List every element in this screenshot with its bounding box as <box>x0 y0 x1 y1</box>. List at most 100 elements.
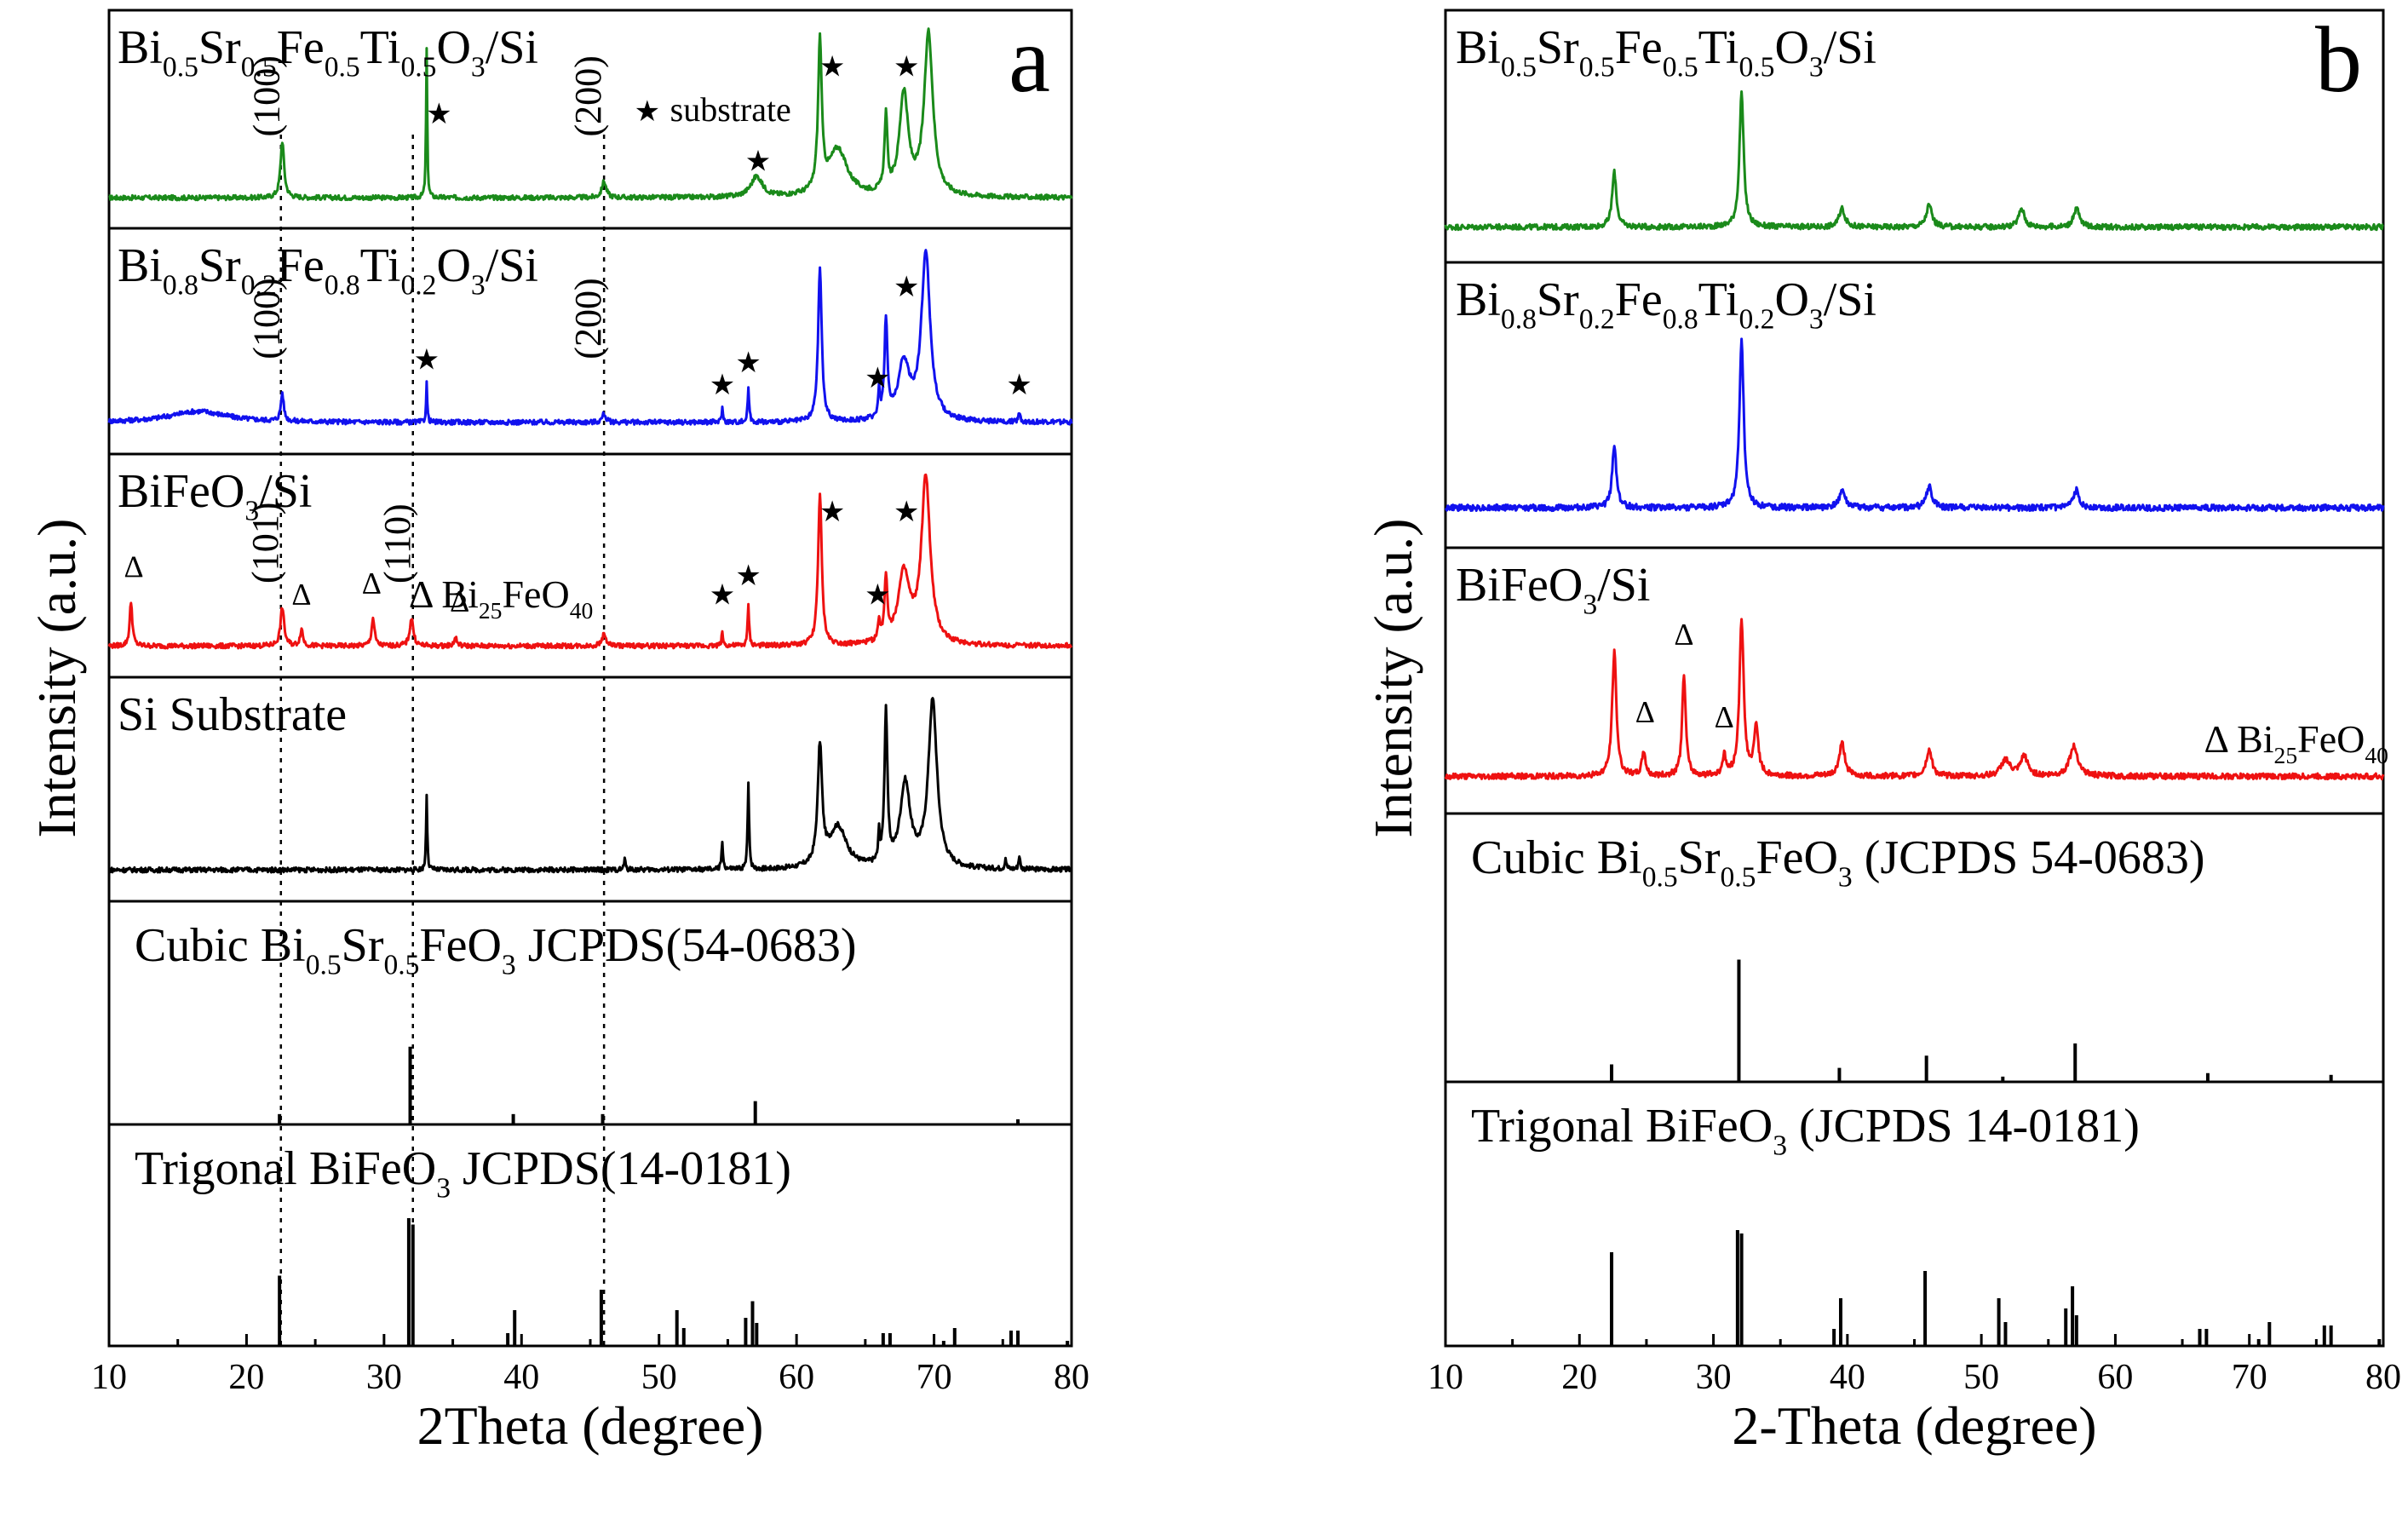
x-tick-label: 60 <box>779 1358 814 1397</box>
reference-label-part: Cubic Bi <box>135 919 306 972</box>
series-label-part: 0.8 <box>1663 304 1698 336</box>
series-label-part: Sr <box>198 21 241 74</box>
series-label: Bi0.5Sr0.5Fe0.5Ti0.5O3/Si <box>1456 21 1876 83</box>
series-label-part: O <box>436 239 470 292</box>
x-tick-label: 40 <box>1830 1358 1865 1397</box>
series-label-part: 0.5 <box>163 52 198 83</box>
x-tick-label: 30 <box>366 1358 402 1397</box>
series-label: BiFeO3/Si <box>118 465 312 527</box>
series-label-part: 0.2 <box>241 270 277 302</box>
impurity-legend-part: Δ Bi <box>409 572 479 616</box>
series-label: BiFeO3/Si <box>1456 559 1650 621</box>
series-label-part: 0.2 <box>1738 304 1774 336</box>
substrate-star-marker: ★ <box>710 580 735 612</box>
series-label-part: /Si <box>1597 559 1650 612</box>
series-label-part: Ti <box>360 21 401 74</box>
reference-label-part: Cubic Bi <box>1471 831 1642 884</box>
y-axis-label: Intensity (a.u.) <box>26 519 87 838</box>
reference-label-part: 0.5 <box>1642 862 1678 894</box>
series-label-part: Ti <box>360 239 401 292</box>
reference-label-part: 3 <box>502 950 516 981</box>
substrate-star-marker: ★ <box>710 370 735 401</box>
star-legend-text: substrate <box>670 90 791 129</box>
impurity-legend-part: 25 <box>479 597 503 624</box>
panel-b: 10 20 30 40 50 60 70 80 2-Theta (degree) Intensit… <box>1363 8 2401 1456</box>
substrate-star-marker: ★ <box>894 272 919 303</box>
panel-a: 10 20 30 40 50 60 70 80 2Theta (degree) Intensity… <box>26 8 1089 1456</box>
series-label-part: Fe <box>277 21 325 74</box>
reference-label-part: 3 <box>1838 862 1853 894</box>
reference-label-part: JCPDS(14-0181) <box>451 1142 791 1195</box>
series-label-part: 0.5 <box>1579 52 1615 83</box>
panel-label: a <box>1009 8 1050 112</box>
series-label-part: /Si <box>1824 273 1876 326</box>
x-tick-label: 80 <box>2365 1358 2401 1397</box>
reference-label: Cubic Bi0.5Sr0.5FeO3 (JCPDS 54-0683) <box>1471 831 2205 894</box>
impurity-triangle-marker: Δ <box>362 566 382 601</box>
series-label-part: 3 <box>471 270 486 302</box>
series-label-part: BiFeO <box>118 465 244 518</box>
reference-label: Trigonal BiFeO3 JCPDS(14-0181) <box>135 1142 791 1205</box>
series-label-part: Bi <box>118 21 163 74</box>
miller-index-label: (101) <box>244 503 286 584</box>
reference-label-part: Sr <box>342 919 384 972</box>
x-tick-label: 70 <box>2232 1358 2267 1397</box>
substrate-star-marker: ★ <box>865 580 890 612</box>
miller-index-label: (100) <box>245 55 287 136</box>
substrate-star-marker: ★ <box>426 99 451 130</box>
miller-index-label: (110) <box>376 503 418 584</box>
series-label-part: 3 <box>244 496 259 527</box>
series-label-part: 0.5 <box>1663 52 1698 83</box>
substrate-star-marker: ★ <box>1006 370 1032 401</box>
miller-index-label: (200) <box>567 278 609 359</box>
panel-label: b <box>2315 8 2362 112</box>
impurity-triangle-marker: Δ <box>1715 699 1734 733</box>
reference-label-part: 3 <box>1773 1130 1787 1162</box>
x-tick-label: 10 <box>91 1358 127 1397</box>
substrate-star-marker: ★ <box>745 146 771 177</box>
series-label-part: 0.5 <box>241 52 277 83</box>
y-axis-label: Intensity (a.u.) <box>1363 519 1423 838</box>
reference-label-part: Trigonal BiFeO <box>135 1142 436 1195</box>
series-label-part: Bi <box>1456 21 1501 74</box>
impurity-legend-part: FeO <box>2297 717 2365 761</box>
reference-label-part: JCPDS(54-0683) <box>516 919 857 972</box>
miller-index-label: (100) <box>245 278 287 359</box>
diffraction-trace <box>107 473 1073 650</box>
x-tick-label: 50 <box>1963 1358 1999 1397</box>
x-tick-label: 70 <box>917 1358 952 1397</box>
impurity-legend-part: 25 <box>2274 742 2298 768</box>
series-label: Bi0.5Sr0.5Fe0.5Ti0.5O3/Si <box>118 21 538 83</box>
reference-label-part: FeO <box>419 919 501 972</box>
series-label-part: 0.2 <box>1579 304 1615 336</box>
impurity-legend: Δ Bi25FeO40 <box>2204 717 2388 768</box>
diffraction-trace <box>107 249 1073 426</box>
series-label-part: /Si <box>259 465 312 518</box>
series-label-part: O <box>1774 21 1808 74</box>
diffraction-trace <box>108 27 1073 202</box>
series-label: Bi0.8Sr0.2Fe0.8Ti0.2O3/Si <box>1456 273 1876 336</box>
series-label-part: O <box>1774 273 1808 326</box>
impurity-triangle-marker: Δ <box>291 578 311 612</box>
series-label-part: Ti <box>1698 273 1739 326</box>
series-label-part: Bi <box>1456 273 1501 326</box>
x-tick-label: 10 <box>1428 1358 1463 1397</box>
substrate-star-marker: ★ <box>735 348 761 379</box>
series-label-part: Sr <box>1537 273 1579 326</box>
series-label: Si Substrate <box>118 688 347 741</box>
series-label-part: 0.5 <box>1738 52 1774 83</box>
reference-label-part: Trigonal BiFeO <box>1471 1100 1773 1153</box>
substrate-star-marker: ★ <box>894 51 919 83</box>
impurity-legend-part: 40 <box>2365 742 2388 768</box>
diffraction-trace <box>1444 618 2385 781</box>
x-tick-label: 30 <box>1696 1358 1732 1397</box>
x-tick-label: 20 <box>228 1358 264 1397</box>
series-label-part: Fe <box>277 239 325 292</box>
substrate-star-marker: ★ <box>865 363 890 394</box>
series-label-part: 0.5 <box>325 52 360 83</box>
miller-index-label: (200) <box>567 55 609 136</box>
series-label-part: /Si <box>486 239 538 292</box>
star-legend-marker: ★ <box>635 96 660 128</box>
diffraction-trace <box>108 697 1073 874</box>
substrate-star-marker: ★ <box>819 497 845 528</box>
